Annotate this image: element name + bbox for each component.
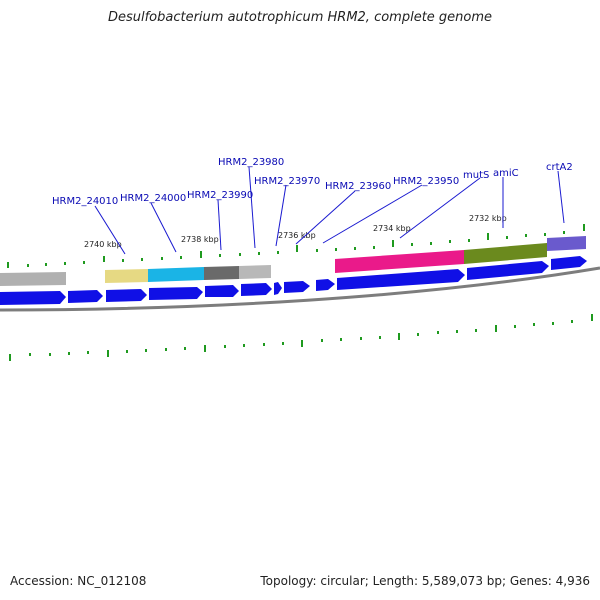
kbp-label: 2734 kbp (373, 224, 411, 233)
cds-arrow (0, 291, 66, 305)
gene-label-hrm2-24000: HRM2_24000 (120, 193, 186, 204)
feature-block (547, 236, 586, 251)
feature-block (464, 243, 547, 264)
cds-arrow (467, 261, 549, 280)
feature-block (239, 265, 271, 279)
cds-arrow (241, 283, 272, 296)
gene-label-hrm2-23990: HRM2_23990 (187, 190, 253, 201)
gene-label-crta2: crtA2 (546, 162, 573, 173)
kbp-label: 2738 kbp (181, 235, 219, 244)
genome-backbone (0, 266, 600, 312)
leader-line (322, 184, 423, 244)
cds-arrow (205, 285, 239, 297)
label-leader-lines (94, 166, 565, 255)
cds-arrow (106, 289, 147, 302)
kbp-label: 2736 kbp (278, 231, 316, 240)
leader-line (295, 190, 356, 245)
feature-block (204, 266, 239, 280)
cds-arrow (316, 279, 335, 291)
kbp-label: 2732 kbp (469, 214, 507, 223)
gene-label-hrm2-23970: HRM2_23970 (254, 176, 320, 187)
gene-label-hrm2-24010: HRM2_24010 (52, 196, 118, 207)
gene-label-hrm2-23980: HRM2_23980 (218, 157, 284, 168)
cds-arrow (551, 256, 587, 270)
genome-summary: Topology: circular; Length: 5,589,073 bp… (260, 574, 590, 588)
cds-arrow (337, 269, 465, 290)
cds-arrow (68, 290, 103, 303)
inner-tick-row (9, 314, 593, 361)
feature-block (105, 269, 148, 283)
kbp-label: 2740 kbp (84, 240, 122, 249)
cds-arrow (149, 287, 203, 300)
cds-track (0, 256, 587, 305)
gene-label-hrm2-23960: HRM2_23960 (325, 181, 391, 192)
gene-label-muts: mutS (463, 170, 489, 181)
leader-line (217, 199, 222, 251)
leader-line (399, 177, 481, 239)
leader-line (557, 170, 565, 224)
page-title: Desulfobacterium autotrophicum HRM2, com… (107, 10, 493, 25)
gene-label-hrm2-23950: HRM2_23950 (393, 176, 459, 187)
feature-block (335, 250, 464, 273)
cds-arrow (284, 281, 310, 293)
leader-line (94, 205, 126, 255)
gene-label-amic: amiC (493, 168, 519, 179)
feature-block (0, 272, 66, 286)
leader-line (150, 202, 177, 253)
leader-line (248, 166, 256, 249)
feature-track (0, 236, 586, 286)
leader-line (275, 184, 287, 247)
feature-block (148, 267, 204, 282)
accession-label: Accession: NC_012108 (10, 574, 147, 588)
outer-tick-row (7, 224, 585, 268)
cds-arrow (274, 282, 282, 295)
